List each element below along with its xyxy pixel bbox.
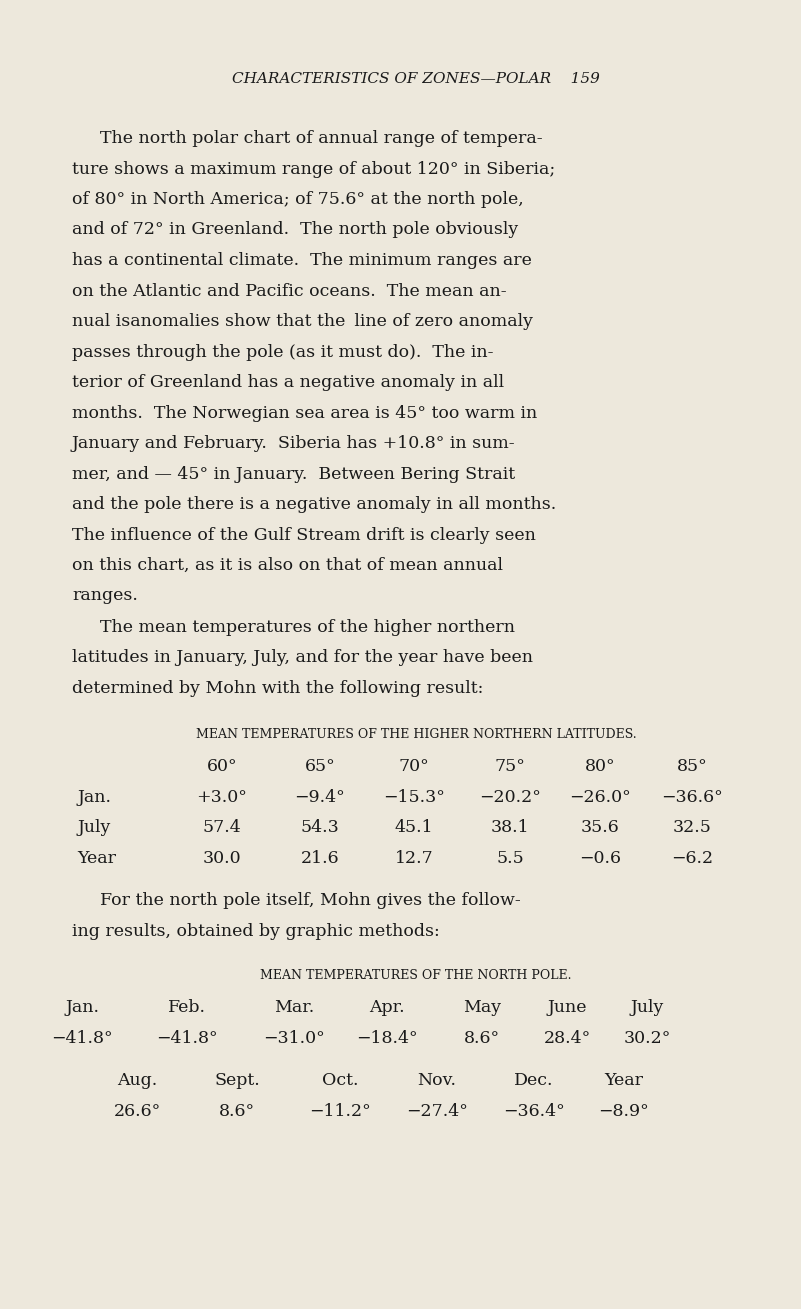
Text: The influence of the Gulf Stream drift is clearly seen: The influence of the Gulf Stream drift i… xyxy=(72,526,536,543)
Text: 8.6°: 8.6° xyxy=(219,1103,255,1121)
Text: MEAN TEMPERATURES OF THE NORTH POLE.: MEAN TEMPERATURES OF THE NORTH POLE. xyxy=(260,970,572,983)
Text: 30.2°: 30.2° xyxy=(623,1030,670,1047)
Text: −18.4°: −18.4° xyxy=(356,1030,418,1047)
Text: Aug.: Aug. xyxy=(117,1072,157,1089)
Text: 80°: 80° xyxy=(585,758,615,775)
Text: −11.2°: −11.2° xyxy=(309,1103,371,1121)
Text: nual isanomalies show that the  line of zero anomaly: nual isanomalies show that the line of z… xyxy=(72,313,533,330)
Text: on this chart, as it is also on that of mean annual: on this chart, as it is also on that of … xyxy=(72,558,503,575)
Text: months.  The Norwegian sea area is 45° too warm in: months. The Norwegian sea area is 45° to… xyxy=(72,404,537,421)
Text: 30.0: 30.0 xyxy=(203,850,241,867)
Text: mer, and — 45° in January.  Between Bering Strait: mer, and — 45° in January. Between Berin… xyxy=(72,466,515,483)
Text: Mar.: Mar. xyxy=(274,1000,314,1017)
Text: Nov.: Nov. xyxy=(417,1072,457,1089)
Text: The mean temperatures of the higher northern: The mean temperatures of the higher nort… xyxy=(100,619,515,636)
Text: of 80° in North America; of 75.6° at the north pole,: of 80° in North America; of 75.6° at the… xyxy=(72,191,524,208)
Text: Year: Year xyxy=(605,1072,643,1089)
Text: ing results, obtained by graphic methods:: ing results, obtained by graphic methods… xyxy=(72,923,440,940)
Text: has a continental climate.  The minimum ranges are: has a continental climate. The minimum r… xyxy=(72,253,532,270)
Text: −31.0°: −31.0° xyxy=(263,1030,325,1047)
Text: 57.4: 57.4 xyxy=(203,819,241,836)
Text: 12.7: 12.7 xyxy=(395,850,433,867)
Text: 70°: 70° xyxy=(399,758,429,775)
Text: −9.4°: −9.4° xyxy=(295,789,345,806)
Text: 45.1: 45.1 xyxy=(395,819,433,836)
Text: latitudes in January, July, and for the year have been: latitudes in January, July, and for the … xyxy=(72,649,533,666)
Text: 85°: 85° xyxy=(677,758,707,775)
Text: on the Atlantic and Pacific oceans.  The mean an-: on the Atlantic and Pacific oceans. The … xyxy=(72,283,506,300)
Text: ture shows a maximum range of about 120° in Siberia;: ture shows a maximum range of about 120°… xyxy=(72,161,555,178)
Text: Oct.: Oct. xyxy=(322,1072,358,1089)
Text: −26.0°: −26.0° xyxy=(570,789,631,806)
Text: 26.6°: 26.6° xyxy=(114,1103,161,1121)
Text: −20.2°: −20.2° xyxy=(479,789,541,806)
Text: −41.8°: −41.8° xyxy=(156,1030,218,1047)
Text: 35.6: 35.6 xyxy=(581,819,619,836)
Text: June: June xyxy=(547,1000,587,1017)
Text: Year: Year xyxy=(77,850,116,867)
Text: May: May xyxy=(463,1000,501,1017)
Text: 21.6: 21.6 xyxy=(300,850,340,867)
Text: MEAN TEMPERATURES OF THE HIGHER NORTHERN LATITUDES.: MEAN TEMPERATURES OF THE HIGHER NORTHERN… xyxy=(195,729,636,741)
Text: −8.9°: −8.9° xyxy=(598,1103,650,1121)
Text: The north polar chart of annual range of tempera-: The north polar chart of annual range of… xyxy=(100,130,542,147)
Text: Sept.: Sept. xyxy=(214,1072,260,1089)
Text: 60°: 60° xyxy=(207,758,237,775)
Text: For the north pole itself, Mohn gives the follow-: For the north pole itself, Mohn gives th… xyxy=(100,893,521,910)
Text: −6.2: −6.2 xyxy=(671,850,713,867)
Text: Jan.: Jan. xyxy=(65,1000,99,1017)
Text: July: July xyxy=(630,1000,664,1017)
Text: 38.1: 38.1 xyxy=(491,819,529,836)
Text: −15.3°: −15.3° xyxy=(383,789,445,806)
Text: −36.6°: −36.6° xyxy=(661,789,723,806)
Text: July: July xyxy=(77,819,111,836)
Text: CHARACTERISTICS OF ZONES—POLAR    159: CHARACTERISTICS OF ZONES—POLAR 159 xyxy=(232,72,600,86)
Text: 28.4°: 28.4° xyxy=(543,1030,590,1047)
Text: and of 72° in Greenland.  The north pole obviously: and of 72° in Greenland. The north pole … xyxy=(72,221,518,238)
Text: January and February.  Siberia has +10.8° in sum-: January and February. Siberia has +10.8°… xyxy=(72,435,516,452)
Text: passes through the pole (as it must do).  The in-: passes through the pole (as it must do).… xyxy=(72,343,493,360)
Text: 5.5: 5.5 xyxy=(496,850,524,867)
Text: Jan.: Jan. xyxy=(77,789,111,806)
Text: ranges.: ranges. xyxy=(72,588,138,605)
Text: 54.3: 54.3 xyxy=(300,819,340,836)
Text: Apr.: Apr. xyxy=(369,1000,405,1017)
Text: −27.4°: −27.4° xyxy=(406,1103,468,1121)
Text: 32.5: 32.5 xyxy=(673,819,711,836)
Text: −0.6: −0.6 xyxy=(579,850,621,867)
Text: Feb.: Feb. xyxy=(168,1000,206,1017)
Text: Dec.: Dec. xyxy=(514,1072,553,1089)
Text: +3.0°: +3.0° xyxy=(196,789,248,806)
Text: 75°: 75° xyxy=(494,758,525,775)
Text: determined by Mohn with the following result:: determined by Mohn with the following re… xyxy=(72,679,483,696)
Text: 8.6°: 8.6° xyxy=(464,1030,500,1047)
Text: 65°: 65° xyxy=(304,758,336,775)
Text: terior of Greenland has a negative anomaly in all: terior of Greenland has a negative anoma… xyxy=(72,374,504,391)
Text: −41.8°: −41.8° xyxy=(51,1030,113,1047)
Text: −36.4°: −36.4° xyxy=(503,1103,565,1121)
Text: and the pole there is a negative anomaly in all months.: and the pole there is a negative anomaly… xyxy=(72,496,556,513)
